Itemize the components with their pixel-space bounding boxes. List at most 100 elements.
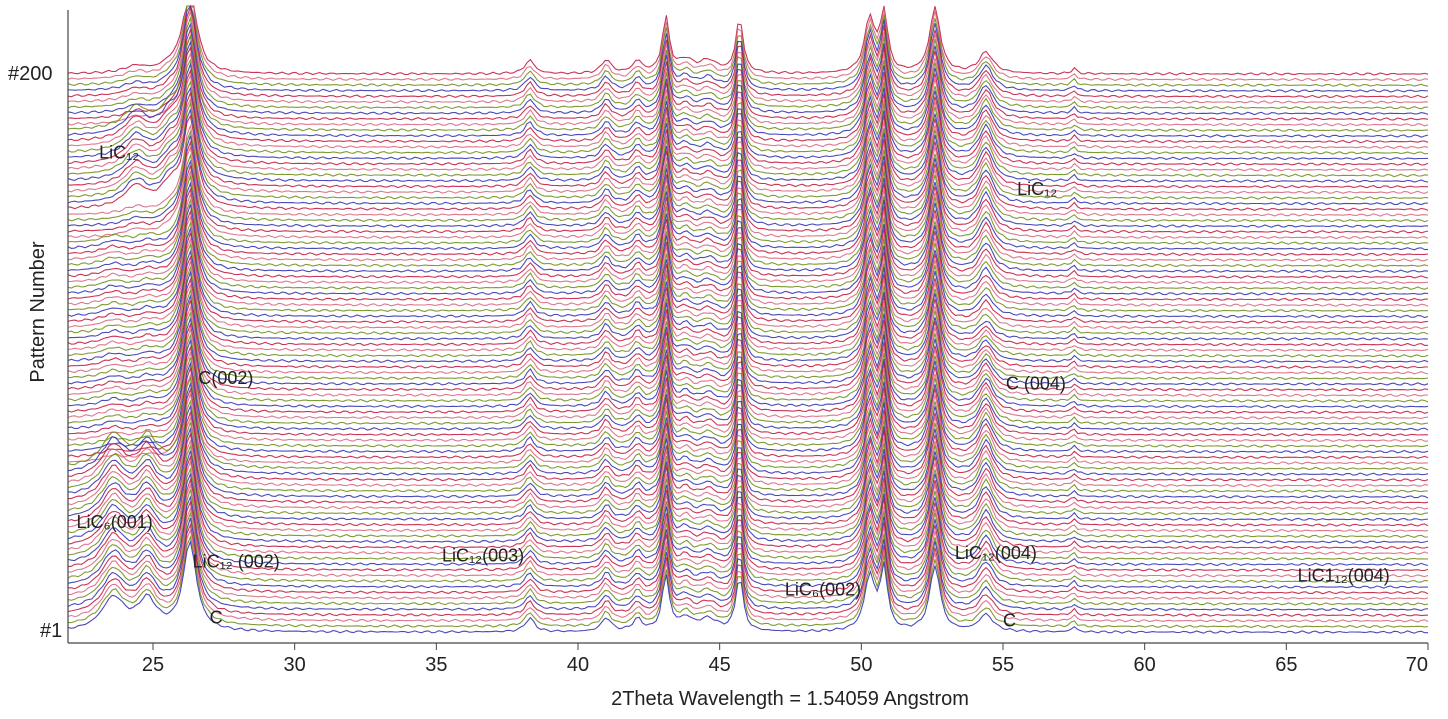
pattern-trace-158 xyxy=(67,97,1429,195)
pattern-trace-62 xyxy=(67,373,1429,465)
x-tick-label-65: 65 xyxy=(1275,654,1297,676)
annotation-9: LiC1₁₂(004) xyxy=(1298,565,1390,585)
annotation-2: C(002) xyxy=(198,368,253,388)
annotation-11: C xyxy=(1003,611,1016,631)
annotation-3: C (004) xyxy=(1006,374,1066,394)
pattern-trace-28 xyxy=(67,467,1428,561)
x-tick-label-30: 30 xyxy=(284,654,306,676)
pattern-trace-184 xyxy=(67,27,1429,121)
pattern-trace-36 xyxy=(67,444,1428,538)
pattern-trace-134 xyxy=(67,169,1429,262)
x-tick-label-50: 50 xyxy=(850,654,872,676)
pattern-trace-32 xyxy=(67,454,1429,550)
pattern-trace-148 xyxy=(67,130,1429,223)
pattern-trace-142 xyxy=(67,145,1429,240)
pattern-trace-112 xyxy=(67,232,1429,324)
pattern-trace-86 xyxy=(67,305,1429,398)
pattern-trace-42 xyxy=(67,426,1429,522)
y-end-label-top: #200 xyxy=(8,63,53,85)
pattern-trace-168 xyxy=(67,68,1429,166)
pattern-trace-166 xyxy=(67,73,1429,172)
pattern-trace-152 xyxy=(67,114,1429,211)
pattern-trace-34 xyxy=(67,450,1429,544)
pattern-trace-196 xyxy=(67,5,1429,87)
pattern-trace-4 xyxy=(67,535,1429,629)
pattern-trace-132 xyxy=(67,174,1429,268)
pattern-trace-44 xyxy=(67,422,1429,516)
pattern-trace-154 xyxy=(67,108,1429,206)
pattern-trace-182 xyxy=(67,34,1429,127)
pattern-trace-172 xyxy=(67,58,1429,155)
x-tick-label-35: 35 xyxy=(425,654,447,676)
pattern-trace-48 xyxy=(67,410,1429,505)
pattern-trace-18 xyxy=(67,495,1429,589)
pattern-trace-128 xyxy=(67,187,1429,279)
pattern-trace-54 xyxy=(67,393,1429,488)
pattern-trace-82 xyxy=(67,316,1429,409)
pattern-trace-194 xyxy=(67,4,1429,93)
pattern-trace-14 xyxy=(68,506,1429,600)
pattern-trace-126 xyxy=(67,192,1429,285)
pattern-trace-22 xyxy=(67,483,1429,578)
pattern-trace-58 xyxy=(67,381,1429,476)
pattern-trace-186 xyxy=(67,22,1429,116)
pattern-trace-120 xyxy=(67,209,1429,302)
annotation-5: LiC₁₂ (002) xyxy=(193,551,280,571)
pattern-trace-64 xyxy=(67,366,1429,460)
pattern-trace-110 xyxy=(67,237,1429,330)
pattern-trace-108 xyxy=(67,242,1429,336)
pattern-trace-10 xyxy=(67,517,1429,612)
pattern-trace-30 xyxy=(67,459,1429,555)
pattern-trace-146 xyxy=(67,135,1429,228)
pattern-trace-170 xyxy=(67,62,1429,161)
x-tick-label-70: 70 xyxy=(1406,654,1428,676)
x-ticks: 25 30 35 40 45 50 55 60 65 70 xyxy=(142,643,1429,676)
pattern-trace-80 xyxy=(67,322,1429,414)
pattern-trace-160 xyxy=(68,91,1428,189)
x-axis-title: 2Theta Wavelength = 1.54059 Angstrom xyxy=(611,688,969,710)
pattern-trace-114 xyxy=(67,226,1429,319)
pattern-trace-192 xyxy=(67,5,1429,99)
pattern-trace-138 xyxy=(67,159,1429,251)
pattern-trace-88 xyxy=(67,300,1429,392)
pattern-trace-72 xyxy=(67,345,1428,437)
annotations: LiC₁₂ LiC₁₂ C(002) C (004) LiC₆(001) LiC₁₂ (0… xyxy=(77,143,1390,631)
annotation-6: LiC₁₂(003) xyxy=(442,546,524,566)
pattern-trace-178 xyxy=(67,40,1429,138)
x-tick-label-60: 60 xyxy=(1134,654,1156,676)
pattern-trace-70 xyxy=(67,350,1429,443)
pattern-trace-188 xyxy=(67,16,1429,110)
pattern-trace-122 xyxy=(67,204,1429,296)
x-tick-label-55: 55 xyxy=(992,654,1014,676)
pattern-trace-130 xyxy=(67,181,1429,273)
pattern-trace-92 xyxy=(67,288,1429,381)
pattern-trace-24 xyxy=(67,477,1429,572)
pattern-trace-136 xyxy=(67,165,1429,256)
pattern-trace-20 xyxy=(67,489,1429,584)
annotation-0: LiC₁₂ xyxy=(99,143,139,163)
pattern-trace-190 xyxy=(67,9,1429,104)
pattern-trace-118 xyxy=(67,215,1429,307)
pattern-trace-124 xyxy=(67,198,1429,290)
pattern-trace-68 xyxy=(67,357,1429,448)
pattern-trace-150 xyxy=(67,123,1429,217)
pattern-trace-100 xyxy=(67,265,1429,358)
pattern-trace-12 xyxy=(67,511,1429,606)
pattern-trace-156 xyxy=(67,101,1429,200)
pattern-trace-162 xyxy=(67,86,1429,183)
pattern-trace-200 xyxy=(67,5,1429,76)
pattern-trace-78 xyxy=(67,328,1429,420)
pattern-trace-102 xyxy=(67,261,1429,352)
pattern-trace-60 xyxy=(67,376,1429,471)
pattern-trace-66 xyxy=(67,361,1429,454)
x-tick-label-45: 45 xyxy=(709,654,731,676)
pattern-trace-104 xyxy=(67,255,1429,347)
y-axis-title: Pattern Number xyxy=(27,241,49,383)
pattern-traces xyxy=(67,4,1429,634)
x-tick-label-40: 40 xyxy=(567,654,589,676)
pattern-trace-8 xyxy=(67,522,1429,617)
pattern-trace-98 xyxy=(67,270,1429,364)
pattern-trace-174 xyxy=(67,52,1429,149)
pattern-trace-6 xyxy=(67,527,1429,623)
